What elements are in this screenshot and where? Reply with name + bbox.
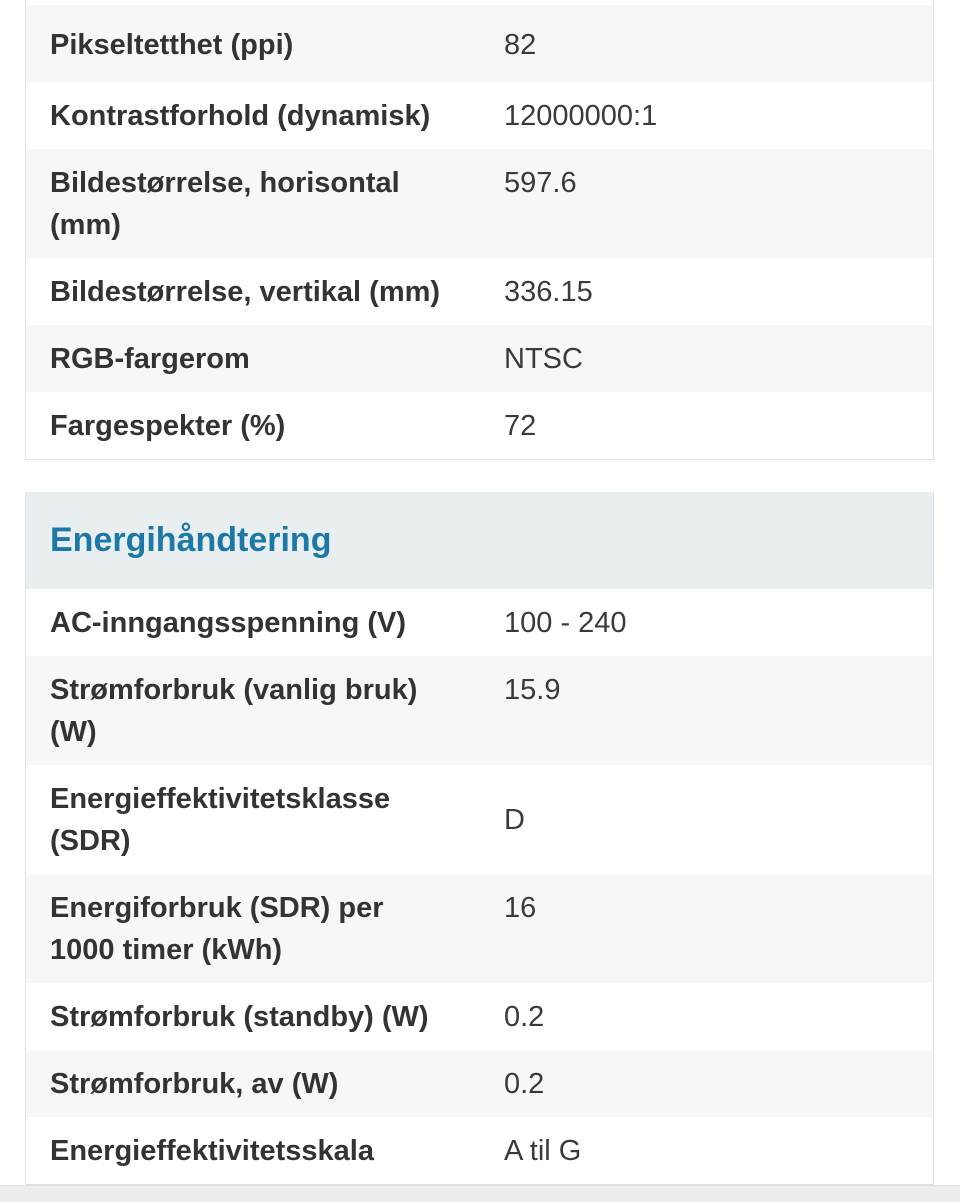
spec-value: NTSC [504,343,583,375]
spec-value: 597.6 [504,167,577,199]
spec-label: Energieffektivitetsklasse (SDR) [50,783,391,857]
spec-row-contrast-ratio: Kontrastforhold (dynamisk) 12000000:1 [26,82,933,149]
spec-label: AC-inngangsspenning (V) [50,607,407,639]
spec-value: 336.15 [504,276,593,308]
spec-row-energy-efficiency-class: Energieffektivitetsklasse (SDR) D [26,765,933,874]
spec-row-ac-input-voltage: AC-inngangsspenning (V) 100 - 240 [26,589,933,656]
spec-value: 0.2 [504,1068,545,1100]
spec-label: Bildestørrelse, vertikal (mm) [50,276,441,308]
spec-value: 16 [504,892,537,924]
spec-label: Kontrastforhold (dynamisk) [50,100,431,132]
spec-label: Energieffektivitetsskala [50,1135,374,1167]
spec-row-energy-efficiency-scale: Energieffektivitetsskala A til G [26,1117,933,1184]
spec-value: 15.9 [504,674,561,706]
spec-value: 72 [504,410,537,442]
spec-label: Strømforbruk (vanlig bruk) (W) [50,674,418,748]
energy-spec-table: Energihåndtering AC-inngangsspenning (V)… [25,492,934,1185]
spec-row-energy-consumption-per-1000h: Energiforbruk (SDR) per 1000 timer (kWh)… [26,874,933,983]
spec-row-color-gamut: Fargespekter (%) 72 [26,392,933,459]
spec-label: Energiforbruk (SDR) per 1000 timer (kWh) [50,892,384,966]
spec-value: 0.2 [504,1001,545,1033]
spec-value: 82 [504,29,537,61]
spec-row-power-consumption-off: Strømforbruk, av (W) 0.2 [26,1050,933,1117]
spec-label: Strømforbruk (standby) (W) [50,1001,429,1033]
spec-label: Bildestørrelse, horisontal (mm) [50,167,400,241]
display-spec-table: Pikseltetthet (ppi) 82 Kontrastforhold (… [25,0,934,460]
spec-row-image-size-horizontal: Bildestørrelse, horisontal (mm) 597.6 [26,149,933,258]
spec-row-pixel-density: Pikseltetthet (ppi) 82 [26,5,933,82]
section-header-energy: Energihåndtering [26,492,933,589]
spec-value: D [504,803,525,836]
spec-label: RGB-fargerom [50,343,250,375]
spec-row-power-consumption-typical: Strømforbruk (vanlig bruk) (W) 15.9 [26,656,933,765]
spec-value: 100 - 240 [504,607,627,639]
section-title: Energihåndtering [50,521,332,559]
spec-label: Strømforbruk, av (W) [50,1068,339,1100]
display-spec-rows: Pikseltetthet (ppi) 82 Kontrastforhold (… [26,5,933,459]
spec-label: Pikseltetthet (ppi) [50,29,294,61]
spec-label: Fargespekter (%) [50,410,286,442]
energy-spec-rows: AC-inngangsspenning (V) 100 - 240 Strømf… [26,589,933,1184]
spec-row-image-size-vertical: Bildestørrelse, vertikal (mm) 336.15 [26,258,933,325]
page-section-divider [0,1185,960,1202]
spec-value: 12000000:1 [504,100,658,132]
section-gap [0,460,960,492]
spec-row-power-consumption-standby: Strømforbruk (standby) (W) 0.2 [26,983,933,1050]
spec-row-rgb-color-space: RGB-fargerom NTSC [26,325,933,392]
spec-value: A til G [504,1135,582,1167]
cutoff-row-remainder [26,0,933,5]
